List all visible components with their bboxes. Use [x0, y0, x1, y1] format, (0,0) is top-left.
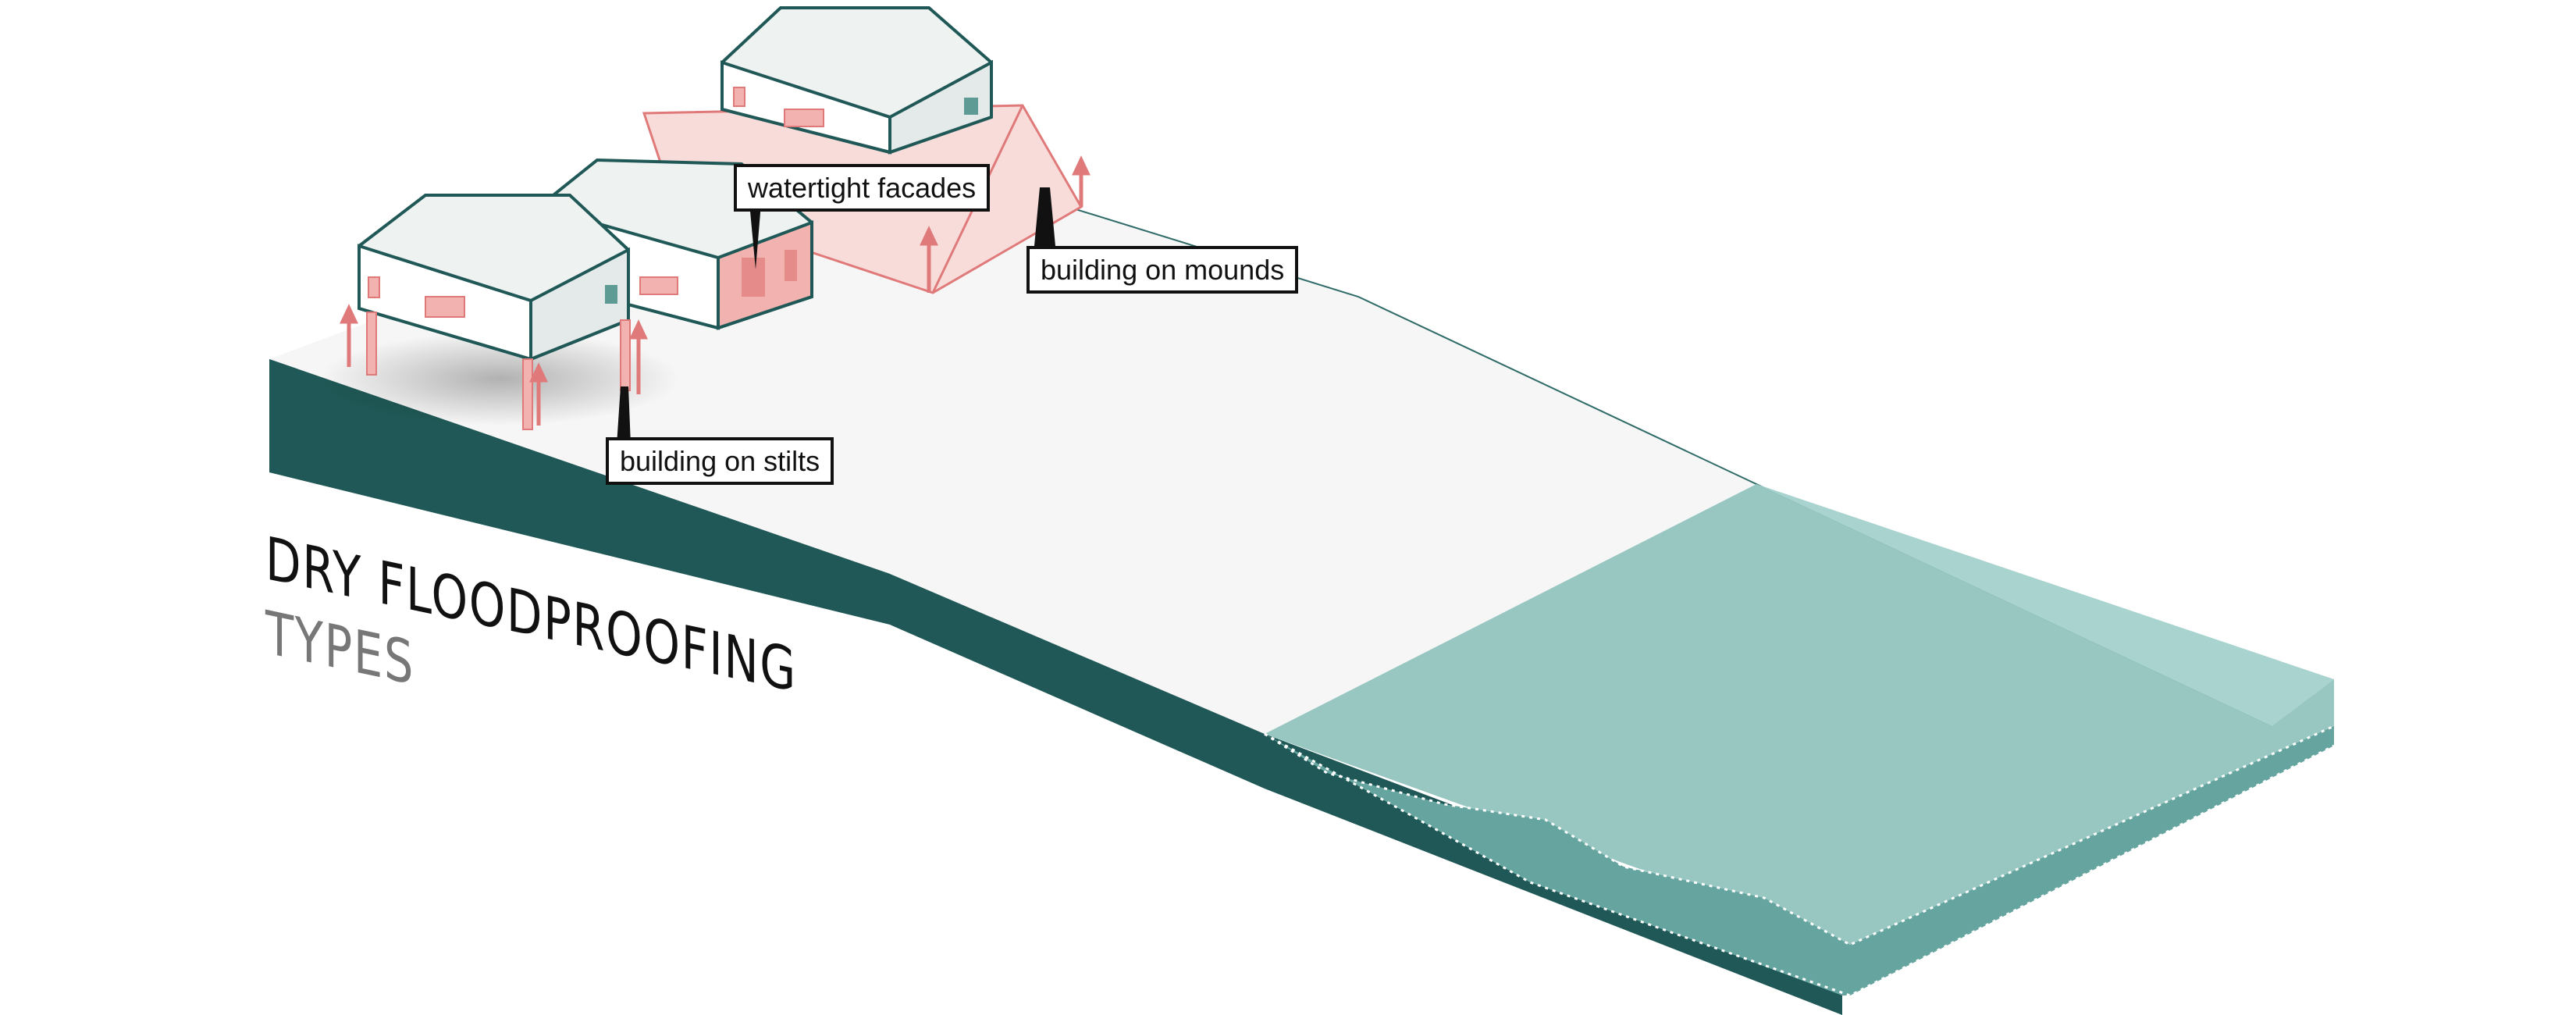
water-far-surface: [1756, 484, 2334, 726]
stilts-shadow: [320, 332, 679, 426]
label-building-on-mounds: building on mounds: [1026, 246, 1299, 294]
callout-pointer-facades: [749, 203, 761, 269]
water-edge-dotted: [1264, 725, 2335, 946]
water-bottom-dotted: [1264, 732, 2335, 997]
water-side-bottom: [1850, 726, 2334, 995]
label-watertight-facades: watertight facades: [734, 164, 991, 212]
house-on-stilts: [358, 194, 631, 430]
uplift-arrows: [340, 155, 1091, 426]
water-side-face: [1265, 726, 2334, 995]
label-building-on-stilts: building on stilts: [606, 437, 834, 486]
callout-pointer-mounds: [1034, 187, 1055, 246]
ground-front-slab: [269, 359, 1842, 1015]
callout-pointer-stilts: [617, 386, 631, 445]
house-on-mound: [720, 6, 993, 155]
